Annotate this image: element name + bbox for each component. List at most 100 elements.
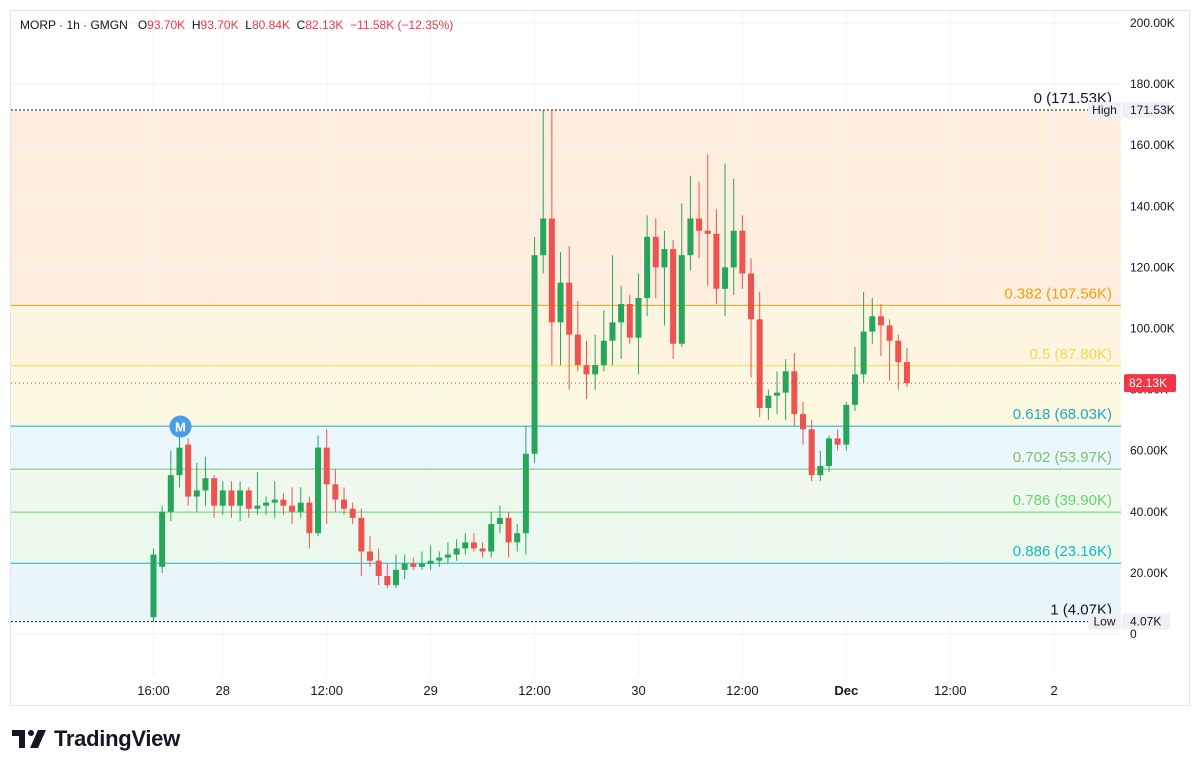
candle-body[interactable]: [167, 475, 174, 512]
candle-body[interactable]: [704, 230, 711, 234]
candle-body[interactable]: [774, 392, 781, 396]
candle-body[interactable]: [808, 429, 815, 476]
candle-body[interactable]: [644, 236, 651, 298]
candle-body[interactable]: [341, 499, 348, 509]
candle-body[interactable]: [505, 517, 512, 543]
last-price-badge: [1124, 374, 1176, 393]
candle-body[interactable]: [592, 365, 599, 375]
candle-body[interactable]: [626, 304, 633, 338]
candle-body[interactable]: [756, 319, 763, 408]
candle-body[interactable]: [800, 414, 806, 430]
candle-body[interactable]: [670, 249, 677, 344]
candle-body[interactable]: [306, 502, 313, 534]
candle-body[interactable]: [332, 484, 339, 500]
candle-body[interactable]: [886, 325, 893, 341]
candle-body[interactable]: [661, 249, 668, 268]
candle-body[interactable]: [150, 554, 157, 618]
candle-body[interactable]: [228, 490, 235, 506]
candle-body[interactable]: [557, 282, 564, 323]
candle-body[interactable]: [384, 575, 391, 586]
candle-body[interactable]: [540, 218, 547, 256]
candle-body[interactable]: [514, 533, 521, 543]
candle-body[interactable]: [678, 255, 685, 344]
candle-body[interactable]: [219, 490, 226, 506]
candle-body[interactable]: [496, 517, 503, 525]
candle-body[interactable]: [280, 499, 287, 506]
fib-zone-fill: [11, 563, 1121, 622]
candle-body[interactable]: [618, 304, 625, 323]
candle-body[interactable]: [895, 340, 902, 363]
candle-body[interactable]: [696, 218, 703, 231]
candle-body[interactable]: [817, 465, 824, 476]
candle-body[interactable]: [436, 557, 443, 561]
candle-body[interactable]: [176, 447, 183, 476]
candle-body[interactable]: [323, 447, 330, 485]
candle-body[interactable]: [860, 331, 867, 375]
candle-body[interactable]: [237, 490, 244, 506]
candle-body[interactable]: [877, 316, 884, 326]
candle-body[interactable]: [271, 499, 278, 503]
candle-body[interactable]: [202, 478, 209, 491]
fib-level-label: 0.786 (39.90K): [1013, 492, 1112, 509]
candle-body[interactable]: [765, 395, 772, 408]
candle-body[interactable]: [748, 273, 755, 320]
x-tick-label: 30: [631, 683, 645, 698]
low-value: 80.84K: [251, 18, 290, 32]
x-tick-label: Dec: [834, 683, 858, 698]
candle-body[interactable]: [730, 230, 737, 268]
marker-m-icon[interactable]: [169, 415, 192, 438]
candle-body[interactable]: [375, 560, 382, 576]
candle-body[interactable]: [263, 502, 270, 506]
candle-body[interactable]: [834, 438, 841, 445]
candle-body[interactable]: [782, 371, 789, 393]
candle-body[interactable]: [297, 502, 304, 512]
candle-body[interactable]: [410, 563, 417, 567]
fib-level-label: 0.382 (107.56K): [1004, 285, 1112, 302]
candle-body[interactable]: [903, 362, 910, 384]
candle-body[interactable]: [722, 267, 729, 289]
candle-body[interactable]: [427, 560, 434, 564]
candle-body[interactable]: [574, 334, 581, 366]
candle-body[interactable]: [609, 322, 616, 341]
candle-body[interactable]: [418, 563, 425, 567]
candle-body[interactable]: [825, 438, 832, 466]
candle-body[interactable]: [522, 453, 529, 534]
candle-body[interactable]: [193, 490, 200, 497]
candle-body[interactable]: [479, 548, 486, 552]
close-label: C: [296, 18, 306, 32]
candle-body[interactable]: [159, 511, 166, 567]
candle-body[interactable]: [470, 542, 477, 549]
candle-body[interactable]: [869, 316, 876, 332]
candle-body[interactable]: [548, 218, 555, 323]
candle-body[interactable]: [687, 218, 694, 256]
candle-body[interactable]: [462, 542, 469, 549]
candle-body[interactable]: [791, 371, 798, 415]
candle-body[interactable]: [566, 282, 573, 335]
candle-body[interactable]: [583, 365, 590, 375]
candle-body[interactable]: [289, 505, 296, 512]
candle-body[interactable]: [401, 563, 408, 570]
candle-body[interactable]: [211, 478, 218, 506]
candle-body[interactable]: [392, 569, 399, 586]
candle-body[interactable]: [652, 236, 659, 268]
candle-body[interactable]: [185, 444, 192, 497]
candle-body[interactable]: [245, 490, 252, 509]
candle-body[interactable]: [367, 551, 373, 561]
candle-body[interactable]: [315, 447, 322, 534]
candle-body[interactable]: [531, 255, 538, 454]
candle-body[interactable]: [713, 233, 720, 289]
x-tick-label: 12:00: [518, 683, 551, 698]
candle-body[interactable]: [453, 548, 460, 555]
candle-body[interactable]: [444, 554, 451, 558]
candle-body[interactable]: [635, 297, 642, 338]
candle-body[interactable]: [843, 404, 850, 445]
candle-body[interactable]: [739, 230, 746, 274]
candle-body[interactable]: [254, 505, 261, 509]
candle-body[interactable]: [349, 508, 356, 518]
tradingview-brand[interactable]: TradingView: [12, 724, 180, 754]
candle-body[interactable]: [358, 517, 365, 552]
candle-body[interactable]: [600, 340, 607, 366]
candle-body[interactable]: [488, 524, 495, 552]
candle-body[interactable]: [851, 374, 858, 405]
